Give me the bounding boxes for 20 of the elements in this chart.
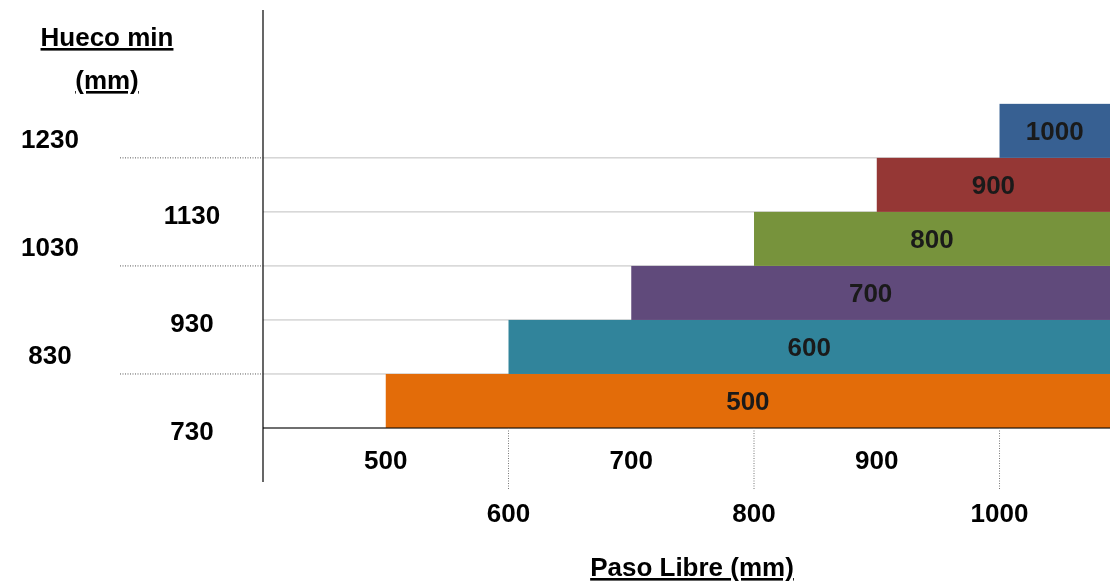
annotation: 800 (910, 223, 954, 254)
y-tick-label: 830 (28, 339, 72, 370)
x-tick-label: 900 (855, 445, 899, 475)
x-tick-label: 500 (364, 445, 408, 475)
y-axis-title: Hueco min (mm) (40, 22, 174, 95)
y-tick-label: 1230 (21, 123, 79, 154)
x-tick-label: 700 (609, 445, 653, 475)
annotation: 900 (971, 169, 1016, 200)
annotation: 500 (726, 385, 770, 416)
y-tick-label: 1030 (21, 231, 79, 262)
x-axis-title: Paso Libre (mm) (590, 552, 794, 582)
x2-tick-label: 1000 (970, 498, 1029, 528)
x2-tick-label: 800 (732, 498, 776, 528)
y2-tick-label: 730 (170, 416, 214, 446)
annotation: 600 (787, 331, 831, 362)
annotation: 1000 (1025, 115, 1084, 146)
y2-tick-label: 1130 (163, 199, 221, 230)
x2-tick-label: 600 (486, 498, 531, 528)
y2-tick-label: 930 (170, 307, 214, 338)
annotation: 700 (848, 277, 893, 308)
